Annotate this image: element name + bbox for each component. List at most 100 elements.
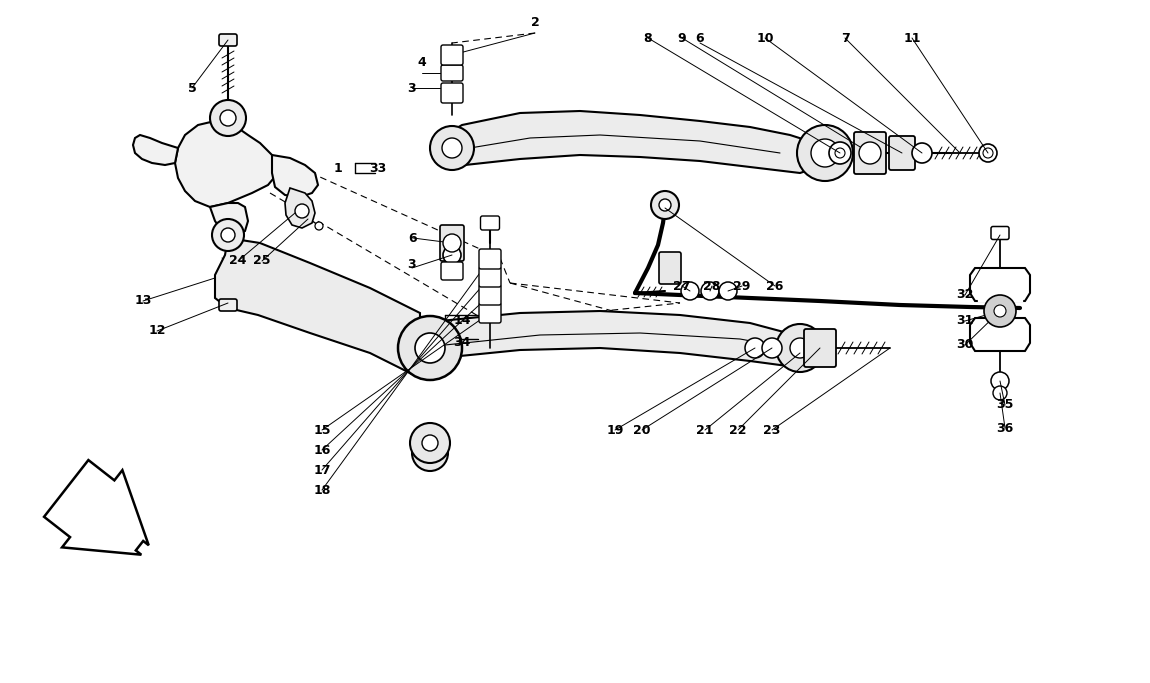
Circle shape: [443, 246, 461, 264]
Circle shape: [659, 199, 670, 211]
Text: 8: 8: [644, 31, 652, 44]
FancyBboxPatch shape: [804, 329, 836, 367]
FancyBboxPatch shape: [440, 45, 463, 65]
Circle shape: [651, 191, 678, 219]
Circle shape: [681, 282, 699, 300]
Circle shape: [442, 138, 462, 158]
FancyBboxPatch shape: [481, 216, 499, 230]
Text: 34: 34: [453, 337, 470, 350]
Circle shape: [983, 148, 992, 158]
Polygon shape: [133, 135, 178, 165]
FancyBboxPatch shape: [480, 249, 501, 269]
Circle shape: [719, 282, 737, 300]
Text: 19: 19: [606, 423, 623, 436]
Text: 13: 13: [135, 294, 152, 307]
Polygon shape: [412, 311, 812, 367]
Circle shape: [994, 305, 1006, 317]
Text: 20: 20: [634, 423, 651, 436]
Text: 4: 4: [417, 57, 427, 70]
FancyBboxPatch shape: [440, 83, 463, 103]
Polygon shape: [44, 460, 148, 555]
FancyBboxPatch shape: [889, 136, 915, 170]
Text: 22: 22: [729, 423, 746, 436]
Text: 17: 17: [313, 464, 331, 477]
FancyBboxPatch shape: [218, 34, 237, 46]
Circle shape: [790, 338, 810, 358]
Text: 23: 23: [764, 423, 781, 436]
Circle shape: [412, 435, 448, 471]
Polygon shape: [969, 318, 1030, 351]
FancyBboxPatch shape: [991, 227, 1009, 240]
Circle shape: [745, 338, 765, 358]
Circle shape: [422, 445, 438, 461]
Text: 5: 5: [187, 81, 197, 94]
Circle shape: [430, 126, 474, 170]
Polygon shape: [969, 268, 1030, 301]
Circle shape: [315, 222, 323, 230]
FancyBboxPatch shape: [480, 303, 501, 323]
Circle shape: [991, 372, 1009, 390]
Text: 18: 18: [313, 484, 331, 497]
Circle shape: [422, 435, 438, 451]
Text: 3: 3: [408, 81, 416, 94]
Text: 6: 6: [408, 232, 417, 245]
Circle shape: [762, 338, 782, 358]
Text: 2: 2: [530, 16, 539, 29]
Circle shape: [835, 148, 845, 158]
Circle shape: [221, 228, 235, 242]
Text: 16: 16: [313, 443, 331, 456]
Text: 9: 9: [677, 31, 687, 44]
Text: 31: 31: [957, 314, 974, 328]
Text: 32: 32: [957, 288, 974, 301]
Circle shape: [979, 144, 997, 162]
Text: 11: 11: [903, 31, 921, 44]
Circle shape: [776, 324, 825, 372]
Text: 10: 10: [757, 31, 774, 44]
Polygon shape: [215, 238, 420, 378]
Circle shape: [811, 139, 840, 167]
Text: 35: 35: [996, 398, 1013, 411]
Text: 36: 36: [996, 421, 1013, 434]
Text: 26: 26: [766, 279, 783, 292]
Circle shape: [859, 142, 881, 164]
Text: 25: 25: [253, 255, 270, 268]
Circle shape: [210, 100, 246, 136]
Text: 27: 27: [673, 279, 691, 292]
Text: 33: 33: [369, 161, 386, 174]
Circle shape: [415, 333, 445, 363]
Circle shape: [702, 282, 719, 300]
Circle shape: [411, 423, 450, 463]
Text: 15: 15: [313, 423, 331, 436]
FancyBboxPatch shape: [480, 267, 501, 287]
Polygon shape: [210, 203, 248, 235]
Circle shape: [984, 295, 1015, 327]
Text: 21: 21: [696, 423, 714, 436]
Polygon shape: [285, 188, 315, 228]
Circle shape: [797, 125, 853, 181]
FancyBboxPatch shape: [440, 65, 463, 81]
Text: 1: 1: [334, 161, 343, 174]
FancyBboxPatch shape: [218, 299, 237, 311]
Circle shape: [992, 386, 1007, 400]
Circle shape: [220, 110, 236, 126]
Text: 24: 24: [229, 255, 247, 268]
Circle shape: [443, 234, 461, 252]
FancyBboxPatch shape: [440, 262, 463, 280]
Text: 28: 28: [704, 279, 721, 292]
Text: 6: 6: [696, 31, 704, 44]
Circle shape: [212, 219, 244, 251]
Circle shape: [912, 143, 932, 163]
Text: 14: 14: [453, 313, 470, 326]
Polygon shape: [175, 121, 278, 207]
Text: 3: 3: [408, 258, 416, 272]
Text: 29: 29: [734, 279, 751, 292]
FancyBboxPatch shape: [440, 225, 463, 261]
FancyBboxPatch shape: [659, 252, 681, 284]
FancyBboxPatch shape: [854, 132, 886, 174]
FancyBboxPatch shape: [480, 285, 501, 305]
Circle shape: [296, 204, 309, 218]
Polygon shape: [273, 155, 319, 197]
Polygon shape: [448, 111, 825, 173]
Text: 7: 7: [841, 31, 850, 44]
Circle shape: [398, 316, 462, 380]
